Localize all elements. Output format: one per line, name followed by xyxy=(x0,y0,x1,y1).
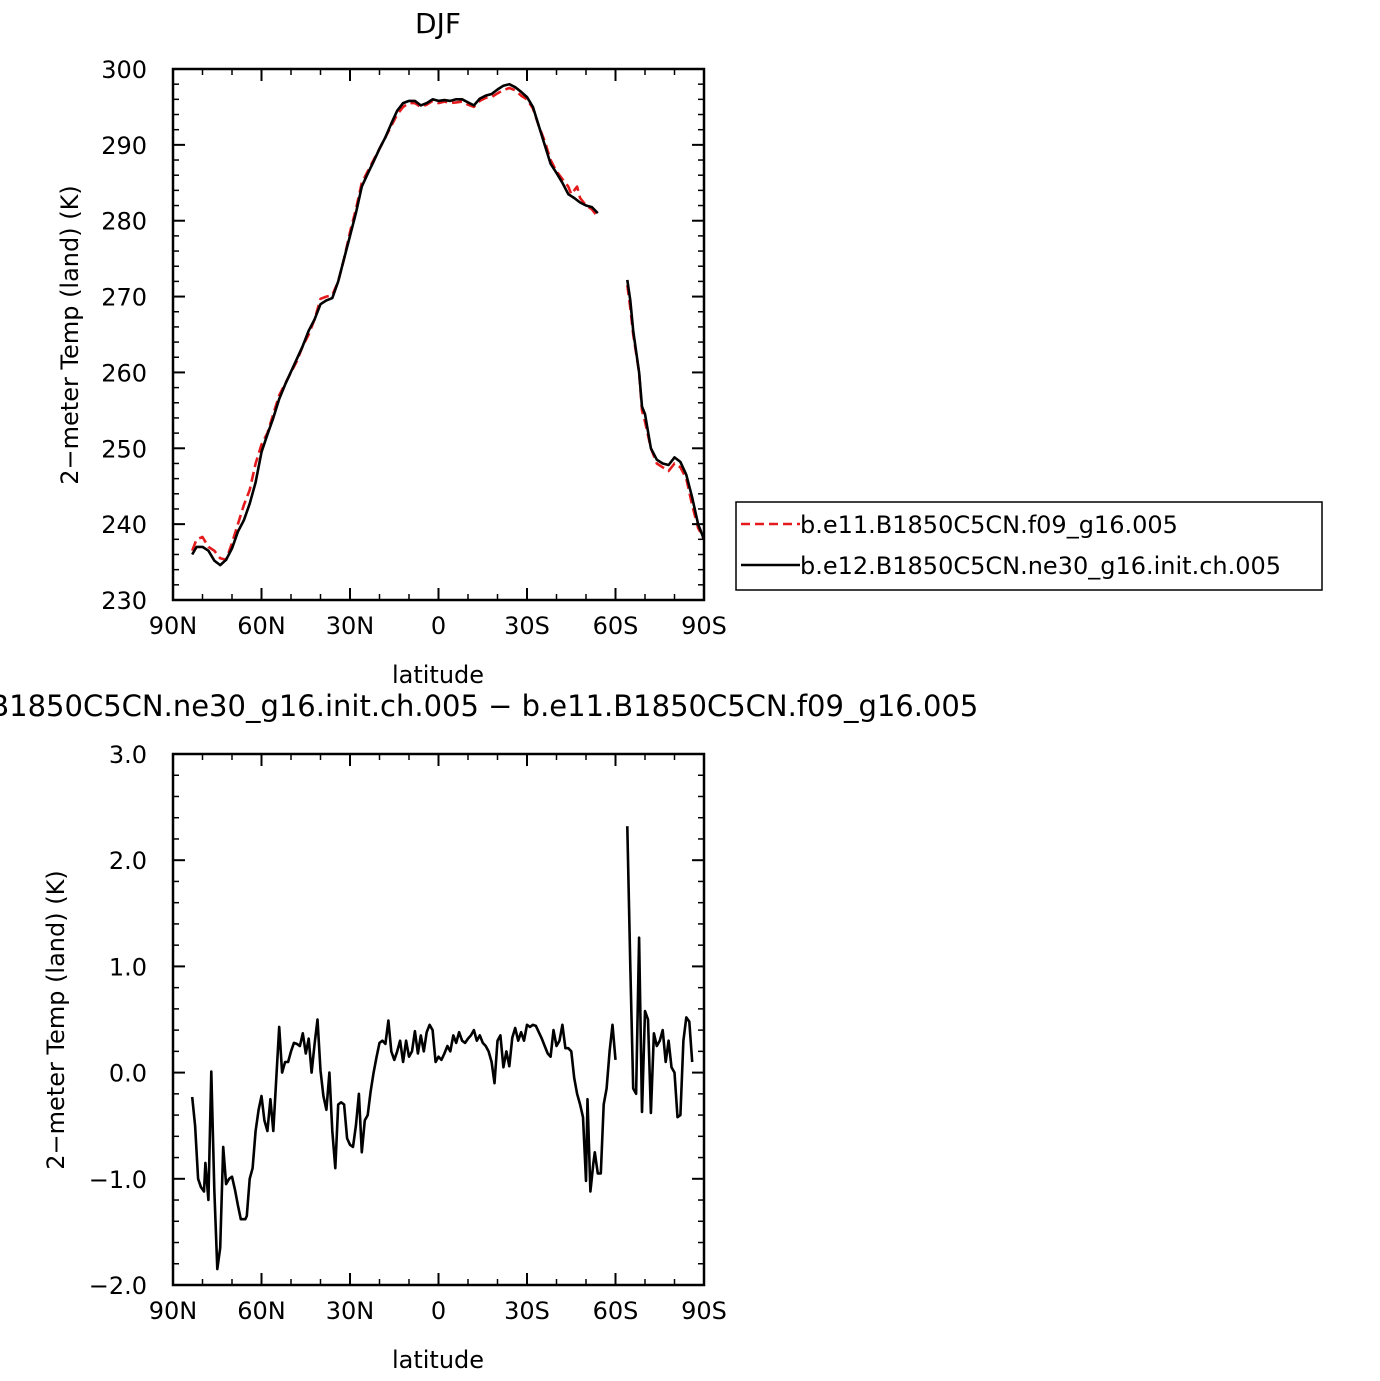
top-x-tick-label: 0 xyxy=(431,612,446,640)
top-y-tick-label: 250 xyxy=(101,435,147,463)
bottom-y-axis-label: 2−meter Temp (land) (K) xyxy=(42,870,70,1169)
top-panel: DJF 90N 60N 30N 0 30S 60S 90S 230 240 250 260 270 28… xyxy=(56,7,727,689)
bottom-x-tick-label: 60N xyxy=(237,1297,286,1325)
bottom-x-tick-label: 90N xyxy=(149,1297,198,1325)
top-y-tick-label: 300 xyxy=(101,56,147,84)
bottom-series-0-line-segment-0 xyxy=(190,1018,617,1271)
top-series-1-line-segment-0 xyxy=(191,82,599,567)
top-y-tick-label: 280 xyxy=(101,208,147,236)
top-y-tick-label: 270 xyxy=(101,284,147,312)
top-y-tick-label: 290 xyxy=(101,132,147,160)
bottom-chart-title: b.e12.B1850C5CN.ne30_g16.init.ch.005 − b… xyxy=(0,689,978,723)
bottom-plot-frame xyxy=(171,752,706,1287)
top-series-layer xyxy=(190,82,706,567)
top-series-0-line-segment-0 xyxy=(190,86,599,562)
bottom-y-tick-label: 2.0 xyxy=(109,847,147,875)
top-x-axis-label: latitude xyxy=(392,661,484,689)
top-x-tick-label: 60N xyxy=(237,612,286,640)
bottom-x-tick-label: 90S xyxy=(681,1297,727,1325)
top-x-tick-label: 30N xyxy=(326,612,375,640)
bottom-x-tick-label: 30S xyxy=(504,1297,550,1325)
bottom-x-tick-label: 0 xyxy=(431,1297,446,1325)
top-ticks: 90N 60N 30N 0 30S 60S 90S 230 240 250 260 270 280 290… xyxy=(101,56,727,640)
top-chart-title: DJF xyxy=(415,7,461,40)
legend-label-0: b.e11.B1850C5CN.f09_g16.005 xyxy=(800,511,1178,539)
top-plot-frame xyxy=(171,67,706,602)
bottom-y-tick-label: 3.0 xyxy=(109,741,147,769)
top-y-tick-label: 260 xyxy=(101,359,147,387)
legend-label-1: b.e12.B1850C5CN.ne30_g16.init.ch.005 xyxy=(800,552,1281,580)
legend: b.e11.B1850C5CN.f09_g16.005 b.e12.B1850C… xyxy=(735,501,1323,591)
bottom-series-layer xyxy=(190,826,694,1271)
bottom-ticks: 90N 60N 30N 0 30S 60S 90S −2.0 −1.0 0.0 1.0 2.0 3.0 xyxy=(89,741,727,1325)
top-x-tick-label: 90S xyxy=(681,612,727,640)
top-series-1-line-segment-1 xyxy=(626,279,706,540)
bottom-series-0-line-segment-1 xyxy=(626,826,694,1119)
legend-box xyxy=(735,501,1323,591)
top-y-axis-label: 2−meter Temp (land) (K) xyxy=(56,185,84,484)
top-x-tick-label: 60S xyxy=(593,612,639,640)
bottom-panel: b.e12.B1850C5CN.ne30_g16.init.ch.005 − b… xyxy=(0,689,978,1374)
bottom-y-tick-label: −1.0 xyxy=(89,1166,147,1194)
top-x-tick-label: 30S xyxy=(504,612,550,640)
bottom-x-tick-label: 60S xyxy=(593,1297,639,1325)
top-x-tick-label: 90N xyxy=(149,612,198,640)
bottom-x-axis-label: latitude xyxy=(392,1346,484,1374)
bottom-y-tick-label: −2.0 xyxy=(89,1272,147,1300)
top-y-tick-label: 240 xyxy=(101,511,147,539)
top-y-tick-label: 230 xyxy=(101,587,147,615)
bottom-x-tick-label: 30N xyxy=(326,1297,375,1325)
bottom-y-tick-label: 0.0 xyxy=(109,1060,147,1088)
bottom-y-tick-label: 1.0 xyxy=(109,953,147,981)
